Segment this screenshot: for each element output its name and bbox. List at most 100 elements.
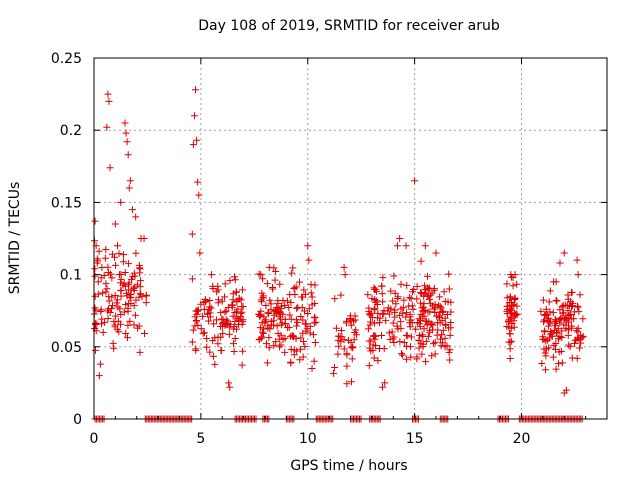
data-point-394 (279, 297, 287, 305)
data-point-92 (129, 273, 137, 281)
data-point-51 (102, 245, 110, 253)
data-point-176 (213, 288, 221, 296)
data-point-17 (112, 312, 120, 320)
data-point-184 (200, 329, 208, 337)
data-point-150 (132, 213, 140, 221)
data-point-146 (124, 151, 132, 159)
data-point-627 (389, 297, 397, 305)
data-point-14 (95, 247, 103, 255)
data-point-270 (222, 320, 230, 328)
data-point-258 (188, 275, 196, 283)
data-point-175 (199, 329, 207, 337)
data-point-632 (420, 325, 428, 333)
data-point-110 (117, 279, 125, 287)
data-point-473 (330, 369, 338, 377)
data-point-700 (407, 333, 415, 341)
data-point-845 (558, 327, 566, 335)
data-point-757 (506, 338, 514, 346)
data-point-285 (293, 304, 301, 312)
data-point-147 (125, 184, 133, 192)
data-point-603 (385, 329, 393, 337)
data-point-161 (209, 352, 217, 360)
data-point-53 (99, 328, 107, 336)
data-point-651 (370, 332, 378, 340)
data-point-372 (292, 283, 300, 291)
data-point-775 (552, 296, 560, 304)
data-point-691 (390, 272, 398, 280)
data-point-268 (228, 301, 236, 309)
y-tick-label-1: 0.05 (51, 340, 82, 356)
data-point-834 (576, 291, 584, 299)
data-point-702 (366, 311, 374, 319)
data-point-717 (432, 249, 440, 257)
data-point-674 (419, 343, 427, 351)
data-point-862 (539, 333, 547, 341)
data-point-900 (568, 322, 576, 330)
data-point-880 (556, 319, 564, 327)
data-point-272 (188, 230, 196, 238)
x-tick-label-2: 10 (299, 431, 317, 447)
data-point-118 (106, 270, 114, 278)
data-point-472 (353, 331, 361, 339)
data-point-895 (553, 317, 561, 325)
data-point-324 (292, 322, 300, 330)
data-point-317 (308, 301, 316, 309)
data-point-787 (565, 341, 573, 349)
data-point-122 (115, 250, 123, 258)
data-point-143 (121, 119, 129, 127)
data-point-502 (364, 291, 372, 299)
data-point-767 (503, 302, 511, 310)
data-point-282 (226, 383, 234, 391)
data-point-102 (91, 272, 99, 280)
data-point-420 (310, 314, 318, 322)
data-point-703 (429, 321, 437, 329)
data-point-544 (364, 325, 372, 333)
data-point-901 (552, 365, 560, 373)
data-point-21 (122, 329, 130, 337)
data-point-809 (573, 354, 581, 362)
data-point-630 (418, 350, 426, 358)
data-point-716 (379, 383, 387, 391)
data-point-695 (399, 304, 407, 312)
data-point-109 (142, 291, 150, 299)
data-point-670 (423, 317, 431, 325)
data-point-199 (217, 346, 225, 354)
data-point-384 (306, 329, 314, 337)
data-point-461 (343, 380, 351, 388)
data-point-244 (233, 297, 241, 305)
data-point-714 (411, 177, 419, 185)
data-point-747 (503, 280, 511, 288)
data-point-368 (312, 318, 320, 326)
data-point-777 (573, 302, 581, 310)
data-point-98 (97, 308, 105, 316)
data-point-96 (98, 263, 106, 271)
data-point-278 (195, 191, 203, 199)
data-point-805 (549, 309, 557, 317)
data-point-108 (136, 283, 144, 291)
data-point-120 (125, 299, 133, 307)
data-point-133 (94, 278, 102, 286)
data-point-180 (214, 340, 222, 348)
data-point-130 (91, 217, 99, 225)
data-point-602 (378, 282, 386, 290)
data-point-220 (239, 347, 247, 355)
data-point-440 (337, 327, 345, 335)
data-point-421 (259, 325, 267, 333)
data-point-565 (434, 301, 442, 309)
data-point-563 (441, 343, 449, 351)
data-point-540 (439, 339, 447, 347)
data-point-400 (279, 335, 287, 343)
data-point-689 (416, 331, 424, 339)
data-point-678 (445, 324, 453, 332)
data-point-227 (239, 318, 247, 326)
data-point-90 (109, 302, 117, 310)
data-point-622 (374, 357, 382, 365)
data-point-497 (441, 334, 449, 342)
data-point-273 (189, 141, 197, 149)
data-point-654 (379, 274, 387, 282)
data-point-659 (407, 295, 415, 303)
data-point-107 (92, 346, 100, 354)
data-point-383 (263, 280, 271, 288)
data-point-701 (406, 313, 414, 321)
data-point-553 (371, 285, 379, 293)
